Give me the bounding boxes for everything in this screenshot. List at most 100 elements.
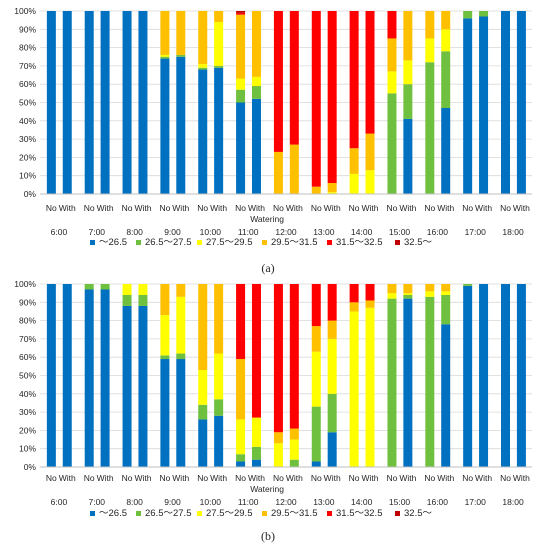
category-label: No — [273, 203, 284, 213]
bar-segment-1100-no-b26_5_27_5 — [236, 454, 246, 462]
y-tick-label: 0% — [24, 462, 37, 472]
bar-segment-1800-no-lt26_5 — [501, 11, 511, 194]
bar-segment-1000-with-b26_5_27_5 — [214, 399, 224, 416]
bar-segment-1300-with-b27_5_29_5 — [327, 338, 337, 394]
legend-swatch-b26_5_27_5 — [136, 511, 141, 516]
time-label: 6:00 — [51, 227, 68, 237]
category-label: With — [437, 203, 454, 213]
bar-segment-1200-with-b31_5_32_5 — [289, 11, 299, 145]
bar-segment-900-no-b26_5_27_5 — [160, 56, 170, 59]
bar-segment-600-with-lt26_5 — [62, 284, 72, 467]
x-axis-label: Watering — [250, 484, 284, 494]
legend-swatch-ge32_5 — [395, 511, 400, 516]
legend-swatch-b31_5_32_5 — [327, 240, 332, 245]
bar-segment-1000-with-b27_5_29_5 — [214, 353, 224, 400]
time-label: 10:00 — [200, 227, 222, 237]
bar-segment-700-with-lt26_5 — [100, 289, 110, 467]
category-label: With — [362, 203, 379, 213]
category-label: With — [97, 473, 114, 483]
legend-swatch-ge32_5 — [395, 240, 400, 245]
bar-segment-700-no-lt26_5 — [84, 289, 94, 467]
bar-segment-1600-with-b26_5_27_5 — [441, 51, 451, 108]
bar-segment-1400-no-b27_5_29_5 — [349, 173, 359, 194]
category-label: With — [324, 473, 341, 483]
category-label: With — [513, 203, 530, 213]
category-label: No — [462, 203, 473, 213]
time-label: 11:00 — [238, 497, 259, 507]
bar-segment-1300-with-b29_5_31_5 — [327, 183, 337, 193]
legend-swatch-b29_5_31_5 — [262, 240, 267, 245]
bar-segment-1500-with-b29_5_31_5 — [403, 11, 413, 61]
bar-segment-1600-with-b29_5_31_5 — [441, 11, 451, 30]
y-tick-label: 90% — [19, 24, 36, 34]
time-label: 14:00 — [351, 497, 373, 507]
legend: ～26.5 26.5～27.5 27.5～29.5 29.5～31.5 31.5～32.… — [90, 237, 432, 248]
bar-segment-900-no-b27_5_29_5 — [160, 315, 170, 356]
category-label: With — [172, 473, 189, 483]
legend-label: ～26.5 — [99, 237, 127, 248]
category-label: No — [311, 203, 322, 213]
category-label: No — [349, 203, 360, 213]
bar-segment-1200-no-b31_5_32_5 — [273, 284, 283, 433]
category-label: With — [210, 203, 227, 213]
bar-segment-900-with-b29_5_31_5 — [176, 284, 186, 297]
bar-segment-1300-with-b31_5_32_5 — [327, 284, 337, 321]
bar-segment-1300-with-b29_5_31_5 — [327, 320, 337, 339]
time-label: 7:00 — [88, 497, 105, 507]
bar-segment-700-no-lt26_5 — [84, 11, 94, 194]
category-label: No — [387, 203, 398, 213]
time-label: 17:00 — [465, 227, 487, 237]
bar-segment-600-with-lt26_5 — [62, 11, 72, 194]
y-tick-label: 80% — [19, 43, 36, 53]
bar-segment-1300-with-b27_5_29_5 — [327, 192, 337, 194]
bar-segment-1600-with-lt26_5 — [441, 324, 451, 467]
bar-segment-1500-no-b29_5_31_5 — [387, 38, 397, 72]
bar-segment-1000-with-lt26_5 — [214, 415, 224, 467]
bar-segment-1100-no-b31_5_32_5 — [236, 12, 246, 15]
bar-segment-1000-no-b29_5_31_5 — [198, 11, 208, 65]
bar-segment-1600-no-b29_5_31_5 — [425, 11, 435, 39]
legend-swatch-lt26_5 — [90, 240, 95, 245]
time-label: 12:00 — [275, 497, 297, 507]
bar-segment-1700-no-lt26_5 — [463, 285, 473, 467]
category-label: No — [387, 473, 398, 483]
legend-swatch-lt26_5 — [90, 511, 95, 516]
category-label: No — [197, 473, 208, 483]
bar-segment-1000-with-b26_5_27_5 — [214, 65, 224, 68]
bar-segment-1100-with-b31_5_32_5 — [251, 284, 261, 418]
category-label: With — [475, 203, 492, 213]
bar-segment-800-with-b27_5_29_5 — [138, 284, 148, 295]
bar-segment-1200-no-b29_5_31_5 — [273, 151, 283, 194]
category-label: With — [97, 203, 114, 213]
bar-segment-1300-no-b31_5_32_5 — [311, 284, 321, 327]
category-label: With — [362, 473, 379, 483]
time-label: 12:00 — [275, 227, 297, 237]
y-tick-label: 80% — [19, 316, 36, 326]
category-label: With — [286, 473, 303, 483]
bar-segment-1000-no-b29_5_31_5 — [198, 284, 208, 371]
bar-segment-1200-with-b31_5_32_5 — [289, 284, 299, 429]
legend: ～26.5 26.5～27.5 27.5～29.5 29.5～31.5 31.5～32.… — [90, 508, 432, 519]
time-label: 16:00 — [427, 227, 449, 237]
category-label: With — [172, 203, 189, 213]
bar-segment-1300-no-b29_5_31_5 — [311, 326, 321, 352]
category-label: No — [424, 203, 435, 213]
y-tick-label: 30% — [19, 134, 36, 144]
bar-segment-1200-with-b29_5_31_5 — [289, 144, 299, 194]
bar-segment-1000-with-b27_5_29_5 — [214, 21, 224, 66]
bar-segment-1600-no-b27_5_29_5 — [425, 38, 435, 63]
category-label: No — [197, 203, 208, 213]
bar-segment-1100-no-b29_5_31_5 — [236, 14, 246, 79]
category-label: With — [324, 203, 341, 213]
bar-segment-1200-no-b27_5_29_5 — [273, 443, 283, 467]
y-tick-label: 100% — [14, 6, 36, 16]
bar-segment-700-with-b26_5_27_5 — [100, 284, 110, 290]
category-label: With — [210, 473, 227, 483]
legend-label: 27.5～29.5 — [206, 237, 252, 248]
category-label: No — [46, 203, 57, 213]
legend-label: 32.5～ — [404, 508, 432, 519]
time-label: 6:00 — [51, 497, 68, 507]
bar-segment-1400-no-b27_5_29_5 — [349, 311, 359, 467]
bar-segment-1600-with-b29_5_31_5 — [441, 284, 451, 292]
bar-segment-1600-with-b26_5_27_5 — [441, 294, 451, 325]
